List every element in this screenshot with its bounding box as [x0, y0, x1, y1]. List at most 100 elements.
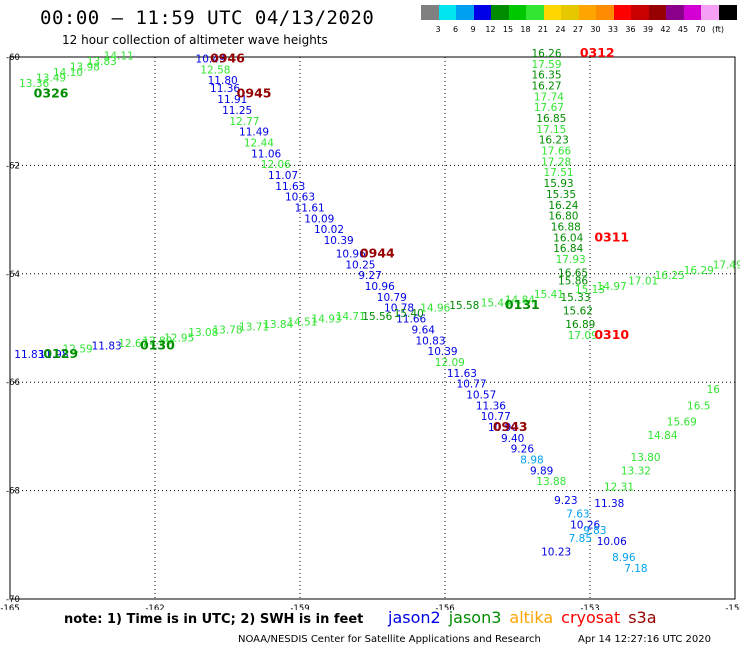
- wave-height-value: 13.98: [70, 62, 100, 74]
- wave-height-value: 7.85: [569, 533, 592, 545]
- wave-height-value: 13.32: [621, 465, 651, 477]
- y-tick-label: -68: [6, 487, 20, 497]
- wave-height-value: 11.36: [476, 400, 506, 412]
- pass-time-label: 0131: [505, 297, 540, 312]
- wave-height-value: 16.25: [655, 270, 685, 282]
- legend-label: 21: [537, 25, 549, 34]
- pass-time-label: 0945: [237, 86, 272, 101]
- wave-height-value: 10.09: [304, 213, 334, 225]
- wave-height-value: 10.96: [365, 281, 395, 293]
- altimeter-map: -165 -162 -159 -156 -153 -150 -60 -62 -64 -66 -68 -…: [0, 45, 740, 610]
- wave-height-value: 14.11: [104, 51, 134, 63]
- wave-height-value: 11.49: [239, 127, 269, 139]
- wave-height-value: 10.49: [196, 53, 226, 65]
- wave-height-value: 17.15: [536, 124, 566, 136]
- wave-height-value: 16.26: [531, 48, 561, 60]
- wave-height-value: 16.88: [551, 221, 581, 233]
- wave-height-value: 10.39: [324, 235, 354, 247]
- legend-label: 24: [555, 25, 566, 34]
- pass-time-label: 0311: [594, 229, 629, 244]
- pass-time-label: 0129: [43, 346, 78, 361]
- wave-height-value: 16.04: [553, 232, 583, 244]
- wave-height-value: 9.26: [511, 444, 535, 456]
- footer-note: note: 1) Time is in UTC; 2) SWH is in fe…: [64, 612, 364, 627]
- pass-time-label: 0310: [594, 327, 629, 342]
- wave-height-value: 12.09: [435, 357, 465, 369]
- satellite-name: cryosat: [561, 608, 621, 627]
- x-tick-label: -165: [0, 604, 19, 610]
- satellite-name: s3a: [628, 608, 657, 627]
- wave-height-value: 10.79: [377, 292, 407, 304]
- wave-height-value: 17.59: [531, 59, 561, 71]
- wave-height-value: 11.63: [447, 368, 477, 380]
- wave-height-value: 14.84: [647, 430, 677, 442]
- wave-height-value: 16.84: [553, 243, 583, 255]
- wave-height-value: 14.97: [597, 281, 627, 293]
- wave-height-value: 15.56: [362, 311, 392, 323]
- wave-height-value: 12.06: [261, 159, 291, 171]
- legend-swatch: [526, 5, 544, 20]
- wave-height-value: 10.02: [314, 224, 344, 236]
- wave-height-value: 14.84: [505, 295, 535, 307]
- wave-height-value: 9.40: [501, 433, 524, 445]
- wave-height-value: 8.98: [520, 455, 543, 467]
- pass-time-label: 0130: [140, 338, 175, 353]
- wave-height-value: 13.88: [536, 476, 566, 488]
- credit-text: NOAA/NESDIS Center for Satellite Applica…: [238, 634, 541, 645]
- wave-height-value: 16.23: [539, 135, 569, 147]
- wave-height-value: 13.80: [631, 452, 661, 464]
- wave-height-value: 10.77: [457, 379, 487, 391]
- wave-height-value: 10.77: [481, 411, 511, 423]
- wave-height-value: 10.96: [336, 249, 366, 261]
- wave-height-value: 15.13: [575, 284, 605, 296]
- wave-height-value: 15.69: [667, 417, 697, 429]
- wave-height-value: 11.38: [594, 498, 624, 510]
- pass-time-label: 0312: [580, 45, 615, 60]
- timestamp-text: Apr 14 12:27:16 UTC 2020: [578, 634, 711, 645]
- wave-height-value: 16.29: [684, 265, 714, 277]
- legend-label: 36: [625, 25, 636, 34]
- legend-swatch: [666, 5, 684, 20]
- legend-swatch: [578, 5, 597, 20]
- wave-height-value: 8.96: [612, 552, 636, 564]
- wave-height-value: 13.71: [239, 322, 269, 334]
- legend-label: 33: [607, 25, 619, 34]
- wave-height-value: 16.35: [531, 70, 561, 82]
- legend-swatch: [631, 5, 649, 20]
- legend-swatch: [683, 5, 702, 20]
- wave-height-value: 17.67: [534, 102, 564, 114]
- wave-height-value: 15.86: [558, 276, 588, 288]
- satellite-legend: jason2 jason3 altika cryosat s3a: [388, 608, 665, 627]
- wave-height-value: 13.78: [212, 324, 242, 336]
- legend-label: 70: [695, 25, 706, 34]
- legend-swatch: [718, 5, 737, 20]
- legend-label: 27: [572, 25, 584, 34]
- wave-height-value: 10.57: [466, 389, 496, 401]
- wave-height-value: 12.31: [604, 482, 634, 494]
- wave-height-value: 11.63: [275, 181, 305, 193]
- wave-height-value: 14.93: [312, 314, 342, 326]
- wave-height-value: 11.25: [222, 105, 252, 117]
- wave-height-value: 13.08: [188, 327, 218, 339]
- wave-height-value: 13.83: [87, 56, 117, 68]
- legend-label: (ft): [711, 25, 725, 34]
- wave-height-value: 12.95: [164, 333, 194, 345]
- map-frame: [9, 56, 736, 600]
- wave-height-value: 15.33: [560, 292, 590, 304]
- satellite-name: jason2: [388, 608, 441, 627]
- legend-label: 18: [520, 25, 531, 34]
- wave-height-value: 16.27: [531, 81, 561, 93]
- wave-height-value: 17.09: [568, 330, 598, 342]
- legend-label: 15: [502, 25, 514, 34]
- wave-height-value: 12.44: [244, 137, 274, 149]
- wave-height-value: 16.80: [548, 211, 578, 223]
- wave-height-value: 16.65: [558, 268, 588, 280]
- wave-height-value: 17.66: [541, 146, 571, 158]
- legend-label: 42: [660, 25, 671, 34]
- page-subtitle: 12 hour collection of altimeter wave hei…: [62, 33, 328, 47]
- wave-height-value: 10.83: [415, 335, 445, 347]
- wave-height-value: 11.98: [38, 349, 68, 361]
- wave-height-value: 11.66: [396, 314, 426, 326]
- wave-height-value: 14.71: [336, 311, 366, 323]
- wave-height-value: 13.84: [263, 319, 293, 331]
